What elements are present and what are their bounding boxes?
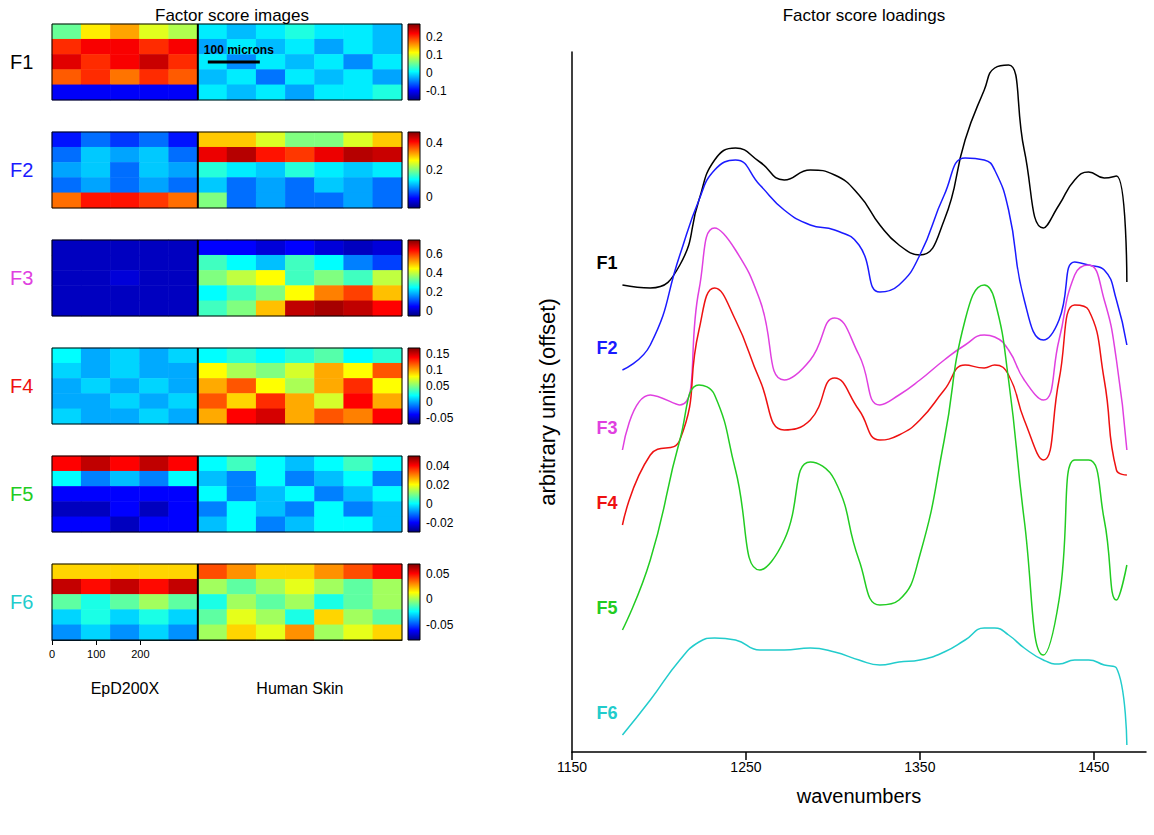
svg-text:0.2: 0.2 — [426, 285, 443, 299]
svg-text:Human Skin: Human Skin — [256, 680, 343, 697]
svg-text:1150: 1150 — [557, 759, 587, 775]
svg-text:0.2: 0.2 — [426, 30, 443, 44]
svg-text:F3: F3 — [10, 267, 33, 289]
svg-text:wavenumbers: wavenumbers — [796, 785, 922, 807]
svg-text:F3: F3 — [596, 418, 617, 438]
svg-text:0.04: 0.04 — [426, 459, 450, 473]
svg-text:F6: F6 — [10, 591, 33, 613]
svg-text:0: 0 — [426, 497, 433, 511]
svg-text:-0.1: -0.1 — [426, 84, 447, 98]
svg-text:0.02: 0.02 — [426, 478, 450, 492]
svg-text:0: 0 — [49, 648, 55, 660]
svg-text:F5: F5 — [596, 598, 617, 618]
svg-text:arbitrary units (offset): arbitrary units (offset) — [535, 298, 560, 505]
svg-text:F4: F4 — [10, 375, 33, 397]
svg-text:1450: 1450 — [1078, 759, 1109, 775]
svg-text:F6: F6 — [596, 703, 617, 723]
svg-text:0: 0 — [426, 395, 433, 409]
svg-text:200: 200 — [131, 648, 149, 660]
svg-text:0: 0 — [426, 190, 433, 204]
svg-text:F1: F1 — [596, 253, 617, 273]
svg-text:-0.05: -0.05 — [426, 411, 454, 425]
svg-text:F2: F2 — [596, 338, 617, 358]
svg-text:1250: 1250 — [730, 759, 761, 775]
svg-text:0.4: 0.4 — [426, 266, 443, 280]
svg-text:EpD200X: EpD200X — [91, 680, 160, 697]
svg-text:0.15: 0.15 — [426, 347, 450, 361]
svg-text:0: 0 — [426, 66, 433, 80]
svg-text:0.05: 0.05 — [426, 379, 450, 393]
svg-text:-0.05: -0.05 — [426, 618, 454, 632]
svg-text:0.6: 0.6 — [426, 247, 443, 261]
svg-text:Factor score images: Factor score images — [155, 6, 309, 25]
svg-text:100: 100 — [87, 648, 105, 660]
svg-text:F5: F5 — [10, 483, 33, 505]
svg-text:0.1: 0.1 — [426, 363, 443, 377]
svg-text:0: 0 — [426, 304, 433, 318]
svg-text:F2: F2 — [10, 159, 33, 181]
svg-text:0.1: 0.1 — [426, 48, 443, 62]
svg-text:0.4: 0.4 — [426, 136, 443, 150]
svg-text:-0.02: -0.02 — [426, 516, 454, 530]
svg-text:0.05: 0.05 — [426, 567, 450, 581]
svg-text:1350: 1350 — [904, 759, 935, 775]
svg-text:100 microns: 100 microns — [204, 43, 274, 57]
svg-text:0: 0 — [426, 592, 433, 606]
svg-text:F1: F1 — [10, 51, 33, 73]
svg-text:0.2: 0.2 — [426, 163, 443, 177]
svg-text:Factor score loadings: Factor score loadings — [783, 6, 946, 25]
svg-text:F4: F4 — [596, 493, 617, 513]
